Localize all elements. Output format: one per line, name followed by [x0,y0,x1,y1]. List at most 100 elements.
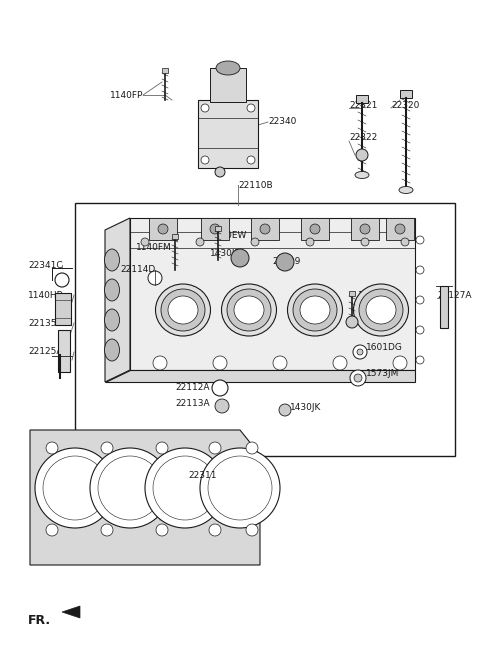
Circle shape [153,356,167,370]
Circle shape [55,273,69,287]
Polygon shape [130,218,415,370]
Circle shape [209,442,221,454]
Circle shape [196,238,204,246]
Bar [351,218,379,240]
Text: 22321: 22321 [349,100,377,110]
Text: 1573JM: 1573JM [366,369,399,379]
Bar [400,90,412,98]
Circle shape [276,253,294,271]
Bar [215,226,221,231]
Circle shape [395,224,405,234]
Circle shape [201,104,209,112]
Circle shape [215,167,225,177]
Circle shape [101,442,113,454]
Text: 22322: 22322 [349,134,377,142]
Ellipse shape [293,289,337,331]
Circle shape [360,224,370,234]
Circle shape [357,349,363,355]
Text: 1601DG: 1601DG [366,344,403,352]
Circle shape [201,156,209,164]
Circle shape [353,345,367,359]
Ellipse shape [156,284,211,336]
Circle shape [212,380,228,396]
Text: 22127A: 22127A [437,291,471,300]
Text: 22340: 22340 [268,117,296,127]
Circle shape [350,370,366,386]
Text: 22114D: 22114D [120,266,155,274]
Text: 1140MA: 1140MA [358,291,395,300]
Circle shape [246,442,258,454]
Bar [172,234,178,239]
Circle shape [46,524,58,536]
Circle shape [145,448,225,528]
Polygon shape [198,100,258,168]
Circle shape [251,238,259,246]
Ellipse shape [227,289,271,331]
Ellipse shape [300,296,330,324]
Bar [301,218,329,240]
Text: 22124B: 22124B [218,148,252,157]
Circle shape [246,524,258,536]
Circle shape [279,404,291,416]
Polygon shape [210,68,246,102]
Bar [349,291,355,296]
Bar [251,218,279,240]
Text: 22341C: 22341C [28,260,62,270]
Circle shape [361,238,369,246]
Text: 22129: 22129 [272,258,300,266]
Circle shape [231,249,249,267]
Text: 1140FP: 1140FP [109,91,143,100]
Circle shape [213,356,227,370]
Ellipse shape [353,284,408,336]
Bar [55,293,71,325]
Circle shape [247,104,255,112]
Polygon shape [62,606,80,618]
Text: 22311: 22311 [188,472,216,480]
Ellipse shape [399,186,413,194]
Text: 22320: 22320 [391,100,420,110]
Text: 1140EW: 1140EW [210,232,247,241]
Circle shape [43,456,107,520]
Ellipse shape [221,284,276,336]
Circle shape [153,456,217,520]
Circle shape [200,448,280,528]
Polygon shape [30,430,260,565]
Ellipse shape [105,339,120,361]
Text: 1430JB: 1430JB [210,249,241,258]
Bar [356,95,368,103]
Bar [162,68,168,73]
Ellipse shape [161,289,205,331]
Ellipse shape [234,296,264,324]
Circle shape [416,236,424,244]
Circle shape [310,224,320,234]
Circle shape [98,456,162,520]
Circle shape [416,356,424,364]
Bar [149,218,177,240]
Ellipse shape [288,284,343,336]
Text: 22135: 22135 [28,319,57,327]
Circle shape [260,224,270,234]
Circle shape [158,224,168,234]
Circle shape [90,448,170,528]
Circle shape [215,399,229,413]
Text: 1140FM: 1140FM [136,243,172,253]
Text: 22113A: 22113A [175,398,210,407]
Circle shape [393,356,407,370]
Ellipse shape [105,249,120,271]
Circle shape [247,156,255,164]
Ellipse shape [105,279,120,301]
Circle shape [209,524,221,536]
Bar [386,218,414,240]
Circle shape [35,448,115,528]
Circle shape [46,442,58,454]
Circle shape [156,524,168,536]
Ellipse shape [366,296,396,324]
Circle shape [101,524,113,536]
Circle shape [346,316,358,328]
Text: FR.: FR. [28,613,51,626]
Circle shape [333,356,347,370]
Circle shape [416,266,424,274]
Ellipse shape [359,289,403,331]
Text: 22112A: 22112A [175,384,209,392]
Circle shape [273,356,287,370]
